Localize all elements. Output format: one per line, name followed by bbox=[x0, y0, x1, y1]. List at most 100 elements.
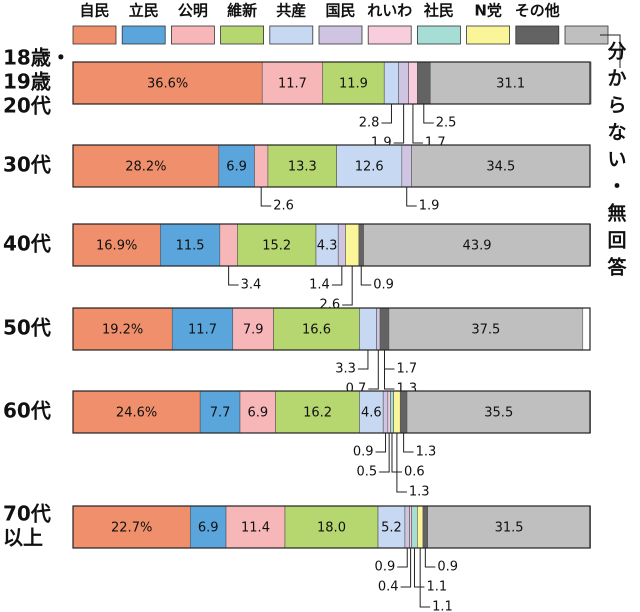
callout-leader bbox=[397, 548, 408, 568]
bar-outline bbox=[72, 307, 591, 351]
callout-label: 1.7 bbox=[396, 362, 417, 377]
callout-leader bbox=[260, 187, 272, 207]
callout-leader bbox=[383, 350, 395, 370]
callout-leader bbox=[393, 104, 405, 144]
bar-segment bbox=[422, 505, 428, 549]
callout-leader bbox=[381, 104, 392, 124]
side-note-char: 答 bbox=[607, 256, 627, 279]
bar-segment bbox=[398, 61, 409, 105]
side-note-char: 回 bbox=[607, 230, 626, 252]
legend-label-8: 社民 bbox=[423, 2, 454, 20]
data-label: 4.6 bbox=[361, 406, 382, 421]
legend-swatch-3 bbox=[170, 25, 215, 45]
callout-leader bbox=[396, 433, 407, 493]
callout-leader bbox=[423, 104, 434, 124]
bar-segment bbox=[322, 61, 385, 105]
data-label: 12.6 bbox=[355, 160, 384, 175]
bar-segment bbox=[72, 61, 263, 105]
legend-swatch-8 bbox=[416, 25, 461, 45]
data-label: 11.7 bbox=[188, 323, 217, 338]
data-label: 16.9% bbox=[96, 239, 137, 254]
category-label: 60代 bbox=[3, 399, 51, 423]
data-label: 6.9 bbox=[198, 521, 219, 536]
bar-outline bbox=[72, 144, 591, 188]
side-note-char: 無 bbox=[607, 202, 626, 225]
callout-leader bbox=[406, 187, 417, 207]
legend-swatch-6 bbox=[318, 25, 363, 45]
bar-segment bbox=[390, 390, 394, 434]
callout-label: 0.4 bbox=[378, 580, 399, 595]
bar-segment bbox=[337, 223, 346, 267]
callout-label: 0.9 bbox=[353, 445, 374, 460]
callout-leader bbox=[360, 266, 372, 286]
side-note-char: ら bbox=[607, 95, 626, 117]
callout-label: 2.8 bbox=[359, 116, 380, 131]
bar-outline bbox=[72, 223, 591, 267]
legend-swatch-2 bbox=[121, 25, 166, 45]
callout-leader bbox=[424, 548, 436, 568]
bar-segment bbox=[232, 307, 274, 351]
bar-outline bbox=[72, 61, 591, 105]
bar-outline bbox=[72, 505, 591, 549]
legend-label-2: 立民 bbox=[129, 2, 159, 20]
category-label: 70代 bbox=[3, 502, 51, 526]
side-note-char: 分 bbox=[607, 41, 626, 63]
bar-segment bbox=[399, 390, 408, 434]
bar-segment bbox=[379, 307, 390, 351]
bar-segment bbox=[387, 390, 391, 434]
bar-segment bbox=[393, 390, 401, 434]
bar-segment bbox=[363, 223, 591, 267]
data-label: 13.3 bbox=[288, 160, 317, 175]
bar-segment bbox=[219, 223, 238, 267]
legend-label-5: 共産 bbox=[276, 2, 306, 20]
callout-leader bbox=[342, 266, 353, 306]
bar-segment bbox=[417, 505, 424, 549]
callout-label: 2.5 bbox=[436, 116, 457, 131]
legend-label-6: 国民 bbox=[325, 2, 355, 20]
callout-leader bbox=[379, 433, 390, 473]
bar-segment bbox=[358, 223, 364, 267]
bar-segment bbox=[401, 144, 412, 188]
bar-segment bbox=[171, 307, 234, 351]
bar-segment bbox=[72, 223, 161, 267]
data-label: 7.7 bbox=[210, 406, 231, 421]
category-label: 以上 bbox=[3, 526, 43, 550]
data-label: 36.6% bbox=[147, 77, 188, 92]
bar-segment bbox=[359, 307, 377, 351]
bar-segment bbox=[383, 61, 400, 105]
data-label: 11.5 bbox=[176, 239, 205, 254]
callout-leader bbox=[357, 350, 369, 370]
bar-segment bbox=[218, 144, 255, 188]
legend-label-10: その他 bbox=[515, 2, 560, 20]
data-label: 43.9 bbox=[463, 239, 492, 254]
callout-label: 1.3 bbox=[416, 445, 437, 460]
bar-segment bbox=[160, 223, 221, 267]
data-label: 15.2 bbox=[262, 239, 291, 254]
data-label: 11.4 bbox=[241, 521, 270, 536]
side-note-char: か bbox=[607, 68, 626, 90]
callout-leader bbox=[391, 433, 402, 473]
bar-segment bbox=[237, 223, 317, 267]
callout-label: 1.9 bbox=[419, 199, 440, 214]
side-note-char: な bbox=[607, 122, 626, 144]
bar-segment bbox=[417, 61, 431, 105]
bar-segment bbox=[409, 505, 412, 549]
data-label: 11.9 bbox=[339, 77, 368, 92]
bar-segment bbox=[345, 223, 360, 267]
legend-label-3: 公明 bbox=[178, 2, 208, 20]
legend-label-1: 自民 bbox=[79, 2, 109, 20]
callout-leader bbox=[413, 548, 425, 588]
data-label: 16.2 bbox=[303, 406, 332, 421]
legend-label-4: 維新 bbox=[227, 2, 257, 20]
category-label: 18歳・ bbox=[3, 46, 71, 70]
side-note-char: い bbox=[607, 149, 626, 171]
data-label: 6.9 bbox=[247, 406, 268, 421]
legend-swatch-9 bbox=[466, 25, 511, 45]
bar-segment bbox=[336, 144, 403, 188]
category-label: 40代 bbox=[3, 232, 51, 256]
bar-outline bbox=[72, 390, 591, 434]
callout-label: 2.6 bbox=[273, 199, 294, 214]
data-label: 31.5 bbox=[495, 521, 524, 536]
callout-leader bbox=[419, 548, 431, 608]
category-label: 30代 bbox=[3, 153, 51, 177]
